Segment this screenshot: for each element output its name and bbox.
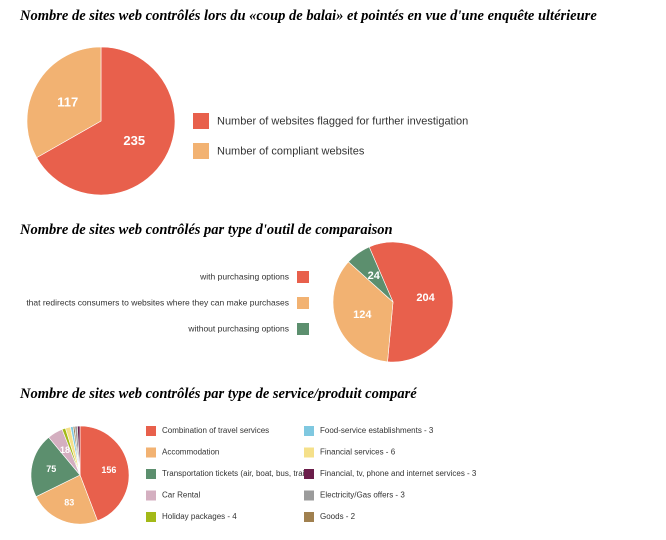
legend-label: Electricity/Gas offers - 3 [320,491,405,500]
legend-label: Car Rental [162,491,200,500]
slice-value-label: 204 [416,292,435,304]
legend-swatch [193,113,209,129]
chart1-title: Nombre de sites web contrôlés lors du «c… [20,8,597,24]
legend-label: that redirects consumers to websites whe… [26,298,289,308]
pie-slice [35,474,98,525]
chart3-title: Nombre de sites web contrôlés par type d… [20,386,417,402]
chart2-title: Nombre de sites web contrôlés par type d… [20,222,393,238]
legend-swatch [146,447,156,458]
legend-swatch [304,426,314,436]
legend-swatch [146,426,156,436]
legend-label: Financial, tv, phone and internet servic… [320,469,477,478]
legend-swatch [146,469,156,479]
legend-label: Financial services - 6 [320,448,396,457]
slice-value-label: 156 [101,465,116,475]
legend-label: Goods - 2 [320,512,356,521]
pie-slice [30,436,81,498]
legend-swatch [297,323,309,335]
legend-label: Holiday packages - 4 [162,512,237,521]
pie-slice [79,425,130,522]
pie-slice [332,261,394,363]
slice-value-label: 235 [123,133,145,148]
legend-swatch [297,297,309,309]
slice-value-label: 18 [60,445,70,455]
legend-swatch [297,271,309,283]
legend-label: Transportation tickets (air, boat, bus, … [162,469,312,478]
legend-swatch [146,490,156,501]
slice-value-label: 117 [57,94,78,109]
legend-label: without purchasing options [187,324,289,334]
chart1-pie-chart: 235 117 Number of websites flagged for fur… [26,46,468,196]
slice-value-label: 83 [64,498,74,508]
legend-swatch [193,143,209,159]
pie-slice [348,246,394,303]
legend-label: Number of compliant websites [217,146,365,158]
legend-swatch [304,490,314,501]
legend-label: Accommodation [162,448,219,457]
pie-slice [26,46,102,159]
legend-swatch [304,512,314,522]
legend-label: Number of websites flagged for further i… [217,116,468,128]
pie-slice [368,241,454,363]
chart3-pie-chart: 156 83 75 18 Combination of travel services A… [30,425,477,525]
chart2-pie-chart: 204 124 24 with purchasing options that redi… [26,241,454,363]
legend-swatch [304,447,314,458]
slice-value-label: 24 [368,270,381,282]
legend-swatch [146,512,156,522]
legend-label: Food-service establishments - 3 [320,426,434,435]
legend-swatch [304,469,314,479]
slice-value-label: 124 [353,309,372,321]
legend-label: Combination of travel services [162,426,269,435]
pie-slice [36,46,176,196]
legend-label: with purchasing options [199,272,289,282]
pie-slice [77,425,81,476]
slice-value-label: 75 [46,464,56,474]
